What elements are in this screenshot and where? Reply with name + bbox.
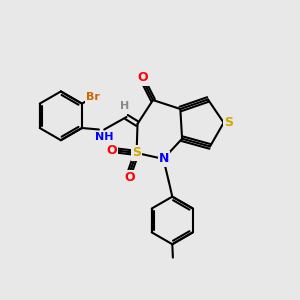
Text: H: H (119, 101, 129, 111)
Text: O: O (125, 171, 135, 184)
Text: O: O (138, 71, 148, 84)
Text: N: N (159, 152, 169, 165)
Text: NH: NH (95, 132, 113, 142)
Text: O: O (106, 144, 117, 157)
Text: S: S (132, 146, 141, 160)
Text: Br: Br (86, 92, 100, 102)
Text: S: S (225, 116, 234, 129)
